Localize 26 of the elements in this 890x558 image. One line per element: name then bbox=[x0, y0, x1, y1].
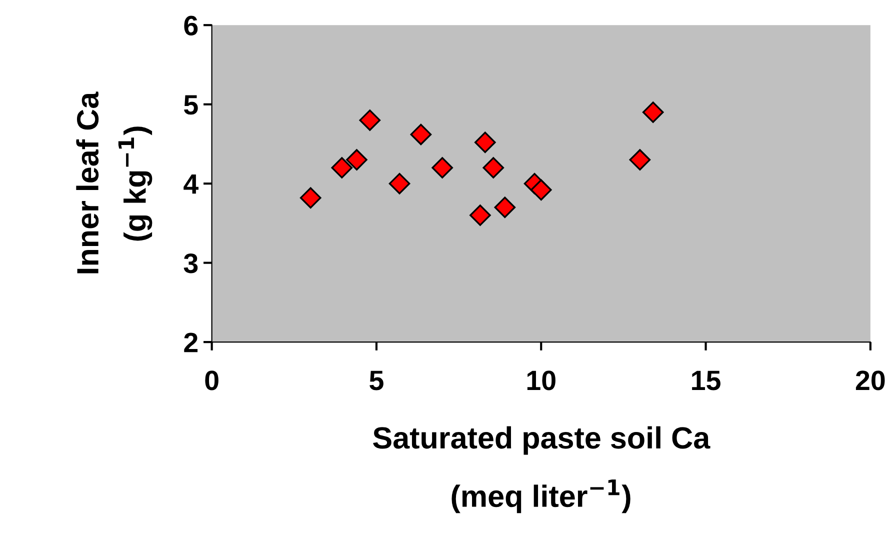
point bbox=[410, 124, 432, 146]
point bbox=[642, 102, 664, 123]
x-tick-label: 10 bbox=[527, 370, 556, 390]
point bbox=[346, 149, 368, 170]
x-tick-label: 15 bbox=[692, 370, 720, 390]
y-tick-label: 4 bbox=[184, 174, 198, 194]
point bbox=[482, 157, 504, 178]
x-tick-label: 0 bbox=[205, 370, 218, 390]
point bbox=[474, 132, 496, 154]
y-tick-label: 5 bbox=[184, 95, 198, 115]
y-axis-title: Inner leaf Ca (g kg$^{−1}$) bbox=[76, 92, 152, 274]
y-tick-label: 3 bbox=[184, 253, 198, 274]
x-tick-label: 20 bbox=[856, 370, 885, 390]
y-tick-label: 2 bbox=[184, 332, 198, 352]
point bbox=[470, 204, 491, 226]
x-axis-title: Saturated paste soil Ca (meq liter$^{−1}$) bbox=[373, 426, 710, 514]
point bbox=[331, 157, 353, 178]
point bbox=[530, 179, 552, 201]
y-tick-label: 6 bbox=[184, 16, 198, 36]
point bbox=[629, 149, 651, 170]
point bbox=[388, 172, 410, 194]
x-tick-label: 5 bbox=[370, 370, 384, 390]
point bbox=[300, 187, 322, 208]
point bbox=[359, 110, 381, 131]
point bbox=[432, 157, 453, 178]
point bbox=[494, 196, 516, 218]
